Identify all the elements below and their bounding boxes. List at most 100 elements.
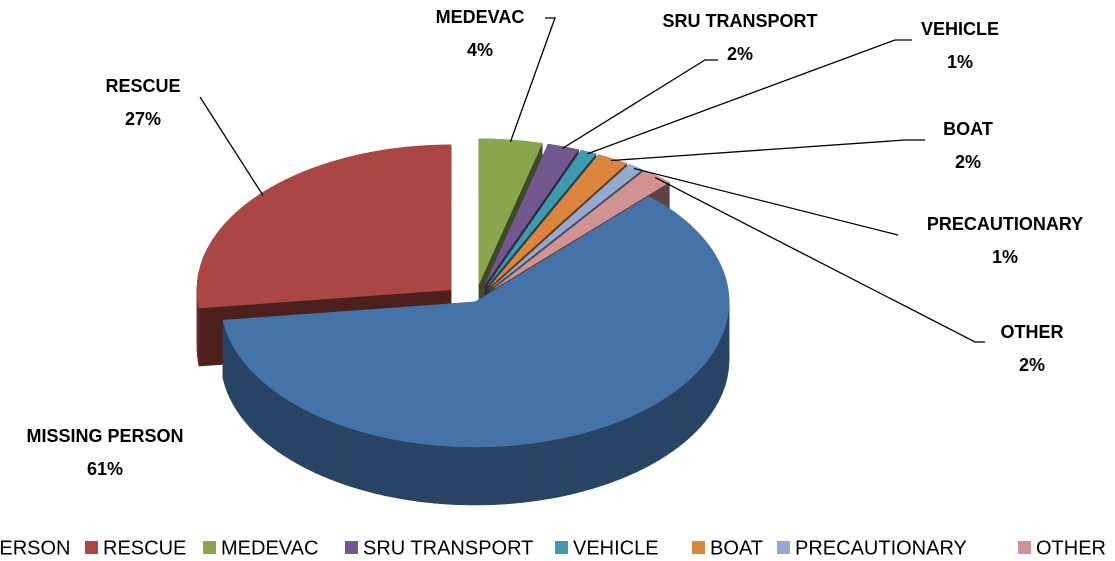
slice-side (267, 384, 273, 449)
slice-side (692, 371, 698, 436)
leader-line (587, 39, 912, 155)
slice-group (196, 144, 452, 367)
slice-side (479, 446, 489, 506)
data-label-name: RESCUE (105, 76, 180, 96)
slice-side (654, 400, 661, 464)
legend-label: VEHICLE (573, 537, 659, 559)
leader-line (199, 96, 264, 196)
slice-side (677, 384, 684, 448)
slice-side (375, 435, 385, 496)
data-label-value: 27% (125, 109, 161, 129)
slice-side (620, 417, 629, 480)
slice-side (590, 428, 599, 490)
legend-label: PRECAUTIONARY (795, 537, 967, 559)
slice-side (392, 438, 402, 500)
slice-side (308, 411, 316, 474)
slice-side (497, 445, 507, 505)
slice-side (289, 400, 297, 464)
slice-side (234, 348, 239, 414)
slice-side (647, 404, 655, 467)
slice-side (470, 446, 480, 506)
slice-side (700, 362, 706, 427)
slice-side (295, 404, 303, 467)
slice-side (384, 437, 393, 498)
slice-side (671, 388, 679, 452)
slice-side (514, 443, 524, 504)
data-label-name: MISSING PERSON (26, 426, 183, 446)
legend-swatch (203, 541, 216, 554)
data-label-name: VEHICLE (921, 19, 999, 39)
slice-side (232, 343, 236, 409)
legend-label: MEDEVAC (221, 537, 318, 559)
slice-side (417, 442, 428, 503)
slice-side (248, 367, 254, 432)
slice-side (409, 441, 419, 502)
slice-side (714, 343, 719, 409)
legend-swatch (85, 541, 98, 554)
data-label-name: SRU TRANSPORT (662, 11, 817, 31)
data-label-name: MEDEVAC (436, 7, 525, 27)
slice-side (523, 442, 533, 503)
data-label-value: 61% (87, 459, 123, 479)
slice-side (237, 353, 242, 418)
slice-side (708, 353, 713, 418)
slice-side (634, 410, 642, 474)
slice-side (452, 446, 463, 506)
slice-side (272, 388, 279, 453)
leader-line (633, 167, 899, 236)
slice-side (359, 430, 369, 492)
slice-side (322, 417, 331, 480)
slice-side (241, 358, 246, 423)
slice-side (540, 440, 550, 501)
slice-side (461, 446, 472, 506)
slice-side (229, 339, 233, 403)
slice-side (301, 407, 310, 471)
legend-label: MISSING PERSON (0, 537, 70, 559)
leader-line (654, 177, 985, 343)
slice-side (573, 433, 583, 494)
slice-side (351, 428, 361, 490)
leader-line (611, 139, 925, 162)
slice-side (505, 444, 516, 505)
slice-side (252, 371, 258, 436)
slice-side (704, 357, 709, 423)
data-label-value: 2% (727, 44, 753, 64)
slice (484, 143, 579, 285)
slice-side (612, 420, 621, 483)
legend-label: BOAT (710, 537, 763, 559)
slice-side (277, 392, 285, 456)
data-label-name: BOAT (943, 119, 993, 139)
slice-side (488, 446, 498, 506)
legend-swatch (777, 541, 790, 554)
slice-side (197, 303, 200, 367)
slice-side (315, 414, 323, 477)
data-label-value: 2% (955, 152, 981, 172)
slice (222, 196, 730, 448)
slice-side (244, 362, 250, 428)
data-label-name: OTHER (1001, 322, 1064, 342)
slice (196, 144, 452, 309)
leader-line (562, 59, 718, 150)
slice-side (426, 444, 436, 504)
slice-side (329, 420, 338, 483)
slice-side (582, 430, 591, 492)
legend-swatch (692, 541, 705, 554)
slice-side (262, 380, 268, 445)
slice-side (719, 334, 723, 398)
data-label-value: 4% (467, 40, 493, 60)
slice-side (531, 441, 542, 502)
legend-label: OTHER (1036, 537, 1106, 559)
slice-side (344, 426, 353, 488)
slice-side (605, 423, 614, 485)
slice-side (283, 396, 290, 460)
slice-side (711, 348, 716, 414)
slice (490, 154, 627, 287)
data-label-name: PRECAUTIONARY (927, 214, 1083, 234)
data-label-value: 2% (1019, 355, 1045, 375)
slice-side (400, 440, 410, 501)
data-label-value: 1% (947, 52, 973, 72)
data-label-value: 1% (992, 247, 1018, 267)
slice-side (660, 396, 667, 460)
slice-side (257, 376, 263, 440)
